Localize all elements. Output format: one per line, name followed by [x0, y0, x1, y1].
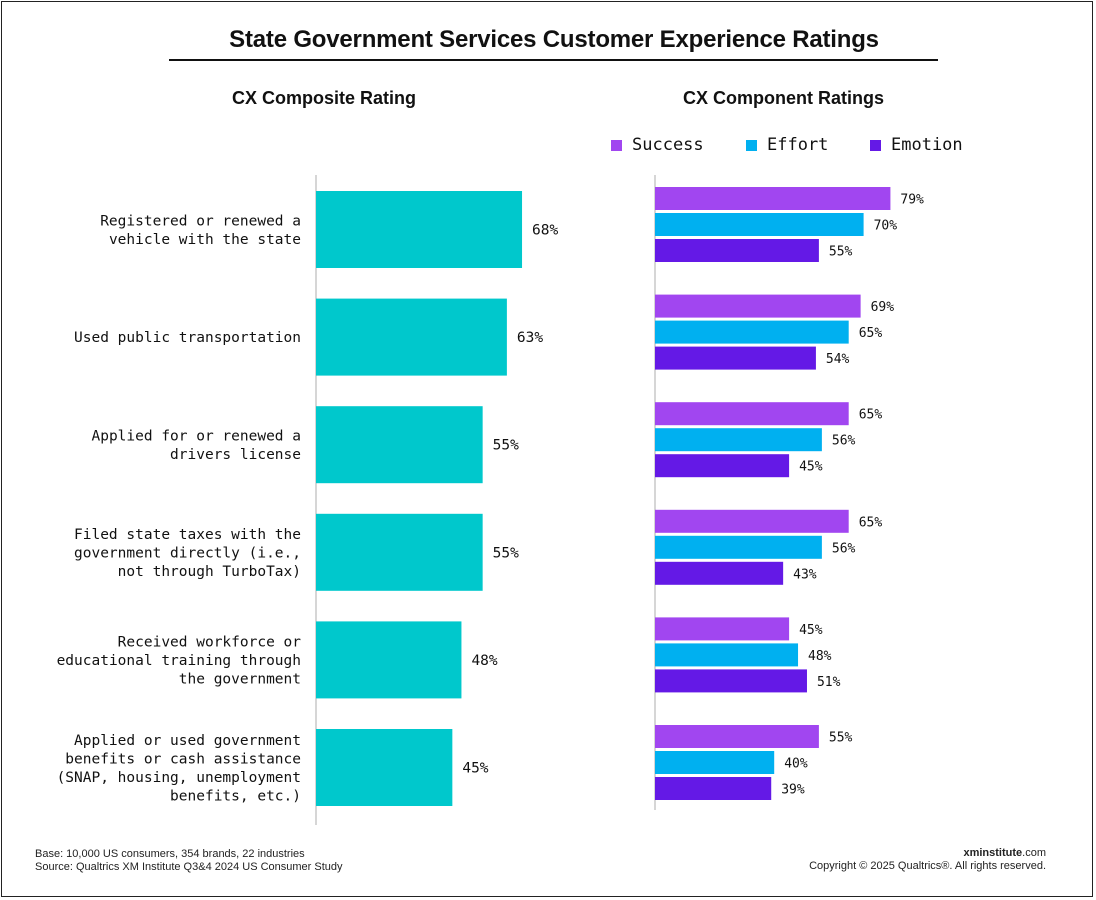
component-value-label-success-1: 79% [900, 193, 924, 208]
brand-domain: .com [1022, 847, 1046, 859]
footer-source: Source: Qualtrics XM Institute Q3&4 2024… [35, 861, 343, 873]
component-value-label-success-4: 65% [859, 515, 883, 530]
component-bar-effort-2 [655, 320, 849, 344]
category-label-line: benefits, etc.) [170, 788, 301, 804]
component-bar-effort-1 [655, 213, 864, 236]
component-value-label-emotion-2: 54% [826, 352, 850, 367]
category-label-line: benefits or cash assistance [65, 751, 301, 767]
component-bar-emotion-3 [655, 454, 790, 478]
composite-value-label-1: 68% [532, 223, 558, 239]
component-value-label-success-6: 55% [829, 731, 853, 746]
composite-subtitle: CX Composite Rating [232, 88, 417, 108]
composite-bar-2 [316, 298, 507, 376]
component-value-label-success-2: 69% [871, 300, 895, 315]
category-label-line: government directly (i.e., [74, 545, 301, 561]
component-value-label-effort-2: 65% [859, 326, 883, 341]
legend-label-success: Success [632, 135, 704, 155]
component-value-label-effort-6: 40% [784, 757, 808, 772]
category-label-4: Filed state taxes with the government dir… [74, 527, 301, 580]
category-label-3: Applied for or renewed a drivers license [91, 428, 301, 463]
category-label-6: Applied or used government benefits or ca… [57, 733, 301, 805]
component-value-label-emotion-6: 39% [781, 783, 805, 798]
footer-branding: xminstitute.com Copyright © 2025 Qualtri… [809, 847, 1046, 873]
component-value-label-success-3: 65% [859, 408, 883, 423]
legend-emotion: Emotion [870, 135, 963, 155]
category-label-line: educational training through [57, 653, 301, 669]
category-label-line: Received workforce or [118, 634, 302, 650]
component-value-label-effort-5: 48% [808, 649, 832, 664]
legend-success: Success [611, 135, 704, 155]
component-bar-emotion-5 [655, 669, 807, 693]
component-bar-success-2 [655, 294, 861, 318]
composite-value-label-3: 55% [493, 438, 519, 454]
category-label-line: vehicle with the state [109, 232, 301, 248]
legend-label-emotion: Emotion [891, 135, 963, 155]
component-bar-emotion-2 [655, 346, 816, 370]
category-label-line: Used public transportation [74, 330, 301, 346]
component-bar-emotion-6 [655, 777, 772, 800]
component-value-label-emotion-4: 43% [793, 567, 817, 582]
legend-effort: Effort [746, 135, 828, 155]
brand-name: xminstitute [963, 847, 1023, 859]
category-label-2: Used public transportation [74, 330, 301, 346]
component-value-label-effort-4: 56% [832, 541, 856, 556]
component-bar-success-4 [655, 509, 849, 533]
brand-url: xminstitute.com [809, 847, 1046, 860]
component-bar-emotion-1 [655, 239, 819, 262]
component-bar-effort-6 [655, 751, 775, 774]
legend-swatch-success [611, 139, 622, 151]
title-underline [169, 59, 938, 61]
composite-bar-6 [316, 729, 453, 806]
component-bar-success-6 [655, 725, 819, 748]
category-label-line: Applied or used government [74, 733, 301, 749]
component-bar-success-3 [655, 402, 849, 426]
category-label-line: drivers license [170, 447, 301, 463]
composite-value-label-6: 45% [462, 761, 488, 777]
component-bar-emotion-4 [655, 561, 784, 585]
composite-value-label-4: 55% [493, 545, 519, 561]
category-label-1: Registered or renewed a vehicle with the … [100, 213, 301, 248]
copyright: Copyright © 2025 Qualtrics®. All rights … [809, 860, 1046, 872]
component-value-label-emotion-1: 55% [829, 245, 853, 260]
component-value-label-emotion-3: 45% [799, 460, 823, 475]
composite-bar-1 [316, 191, 523, 268]
component-bar-success-1 [655, 187, 891, 210]
category-label-line: Filed state taxes with the [74, 527, 301, 543]
component-bar-effort-4 [655, 535, 822, 559]
legend-swatch-effort [746, 139, 757, 151]
footer-base: Base: 10,000 US consumers, 354 brands, 2… [35, 848, 305, 860]
component-value-label-emotion-5: 51% [817, 675, 841, 690]
category-label-line: not through TurboTax) [118, 564, 301, 580]
component-bar-effort-5 [655, 643, 799, 667]
chart-title: State Government Services Customer Exper… [229, 26, 879, 53]
legend-label-effort: Effort [767, 135, 829, 155]
footer-notes: Base: 10,000 US consumers, 354 brands, 2… [35, 848, 343, 874]
category-label-line: the government [179, 671, 301, 687]
category-label-line: (SNAP, housing, unemployment [57, 770, 301, 786]
composite-bar-3 [316, 406, 483, 484]
category-label-5: Received workforce or educational trainin… [57, 634, 302, 687]
legend-swatch-emotion [870, 139, 881, 151]
composite-value-label-2: 63% [517, 330, 543, 346]
composite-bar-5 [316, 621, 462, 699]
component-bar-effort-3 [655, 428, 822, 452]
component-subtitle: CX Component Ratings [683, 88, 884, 108]
component-value-label-success-5: 45% [799, 623, 823, 638]
composite-value-label-5: 48% [471, 653, 497, 669]
component-bar-success-5 [655, 617, 790, 641]
component-value-label-effort-1: 70% [874, 219, 898, 234]
category-label-line: Registered or renewed a [100, 213, 301, 229]
composite-bar-4 [316, 513, 483, 591]
component-value-label-effort-3: 56% [832, 434, 856, 449]
category-label-line: Applied for or renewed a [91, 428, 301, 444]
